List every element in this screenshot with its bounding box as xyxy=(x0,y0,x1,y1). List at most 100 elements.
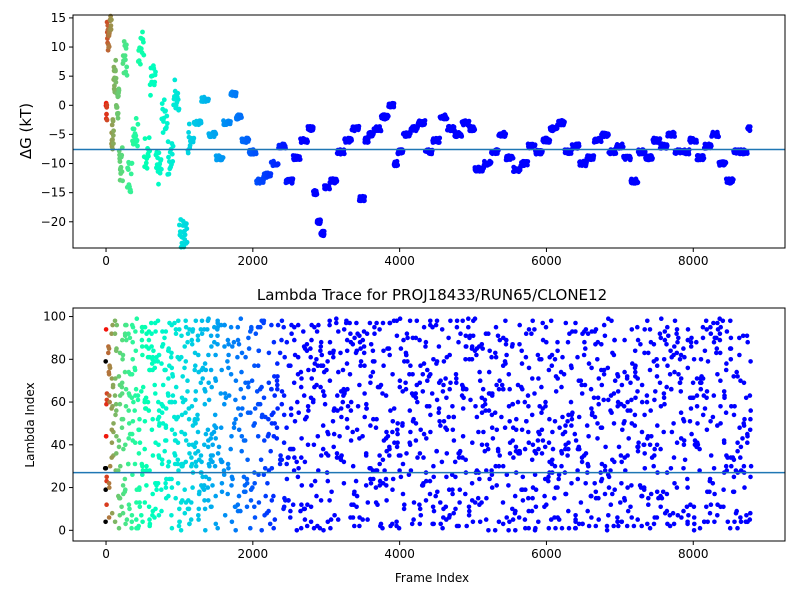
lambda-point xyxy=(380,391,385,396)
lambda-point xyxy=(246,335,251,341)
lambda-point xyxy=(182,344,187,349)
lambda-point xyxy=(129,372,135,377)
lambda-point xyxy=(675,339,680,345)
delta-g-point xyxy=(138,46,144,52)
lambda-point xyxy=(489,485,495,490)
lambda-point xyxy=(454,376,459,381)
lambda-point xyxy=(344,361,350,366)
lambda-point xyxy=(365,517,370,522)
lambda-point xyxy=(681,346,686,351)
lambda-point xyxy=(540,438,546,443)
lambda-point xyxy=(156,513,162,518)
lambda-point xyxy=(601,367,607,373)
lambda-point xyxy=(433,493,439,499)
lambda-point xyxy=(257,401,263,407)
lambda-point xyxy=(537,431,542,437)
lambda-point xyxy=(522,399,528,405)
lambda-point xyxy=(309,483,314,488)
lambda-point xyxy=(177,506,182,512)
lambda-point xyxy=(374,320,379,326)
lambda-point xyxy=(318,498,324,503)
delta-g-point xyxy=(321,228,327,234)
lambda-x-tick-label: 8000 xyxy=(678,547,709,561)
lambda-point xyxy=(438,378,443,384)
lambda-point xyxy=(649,434,654,439)
lambda-point xyxy=(371,416,376,422)
lambda-point xyxy=(647,367,653,373)
lambda-point xyxy=(504,337,509,343)
lambda-point xyxy=(512,493,518,499)
lambda-point xyxy=(400,461,406,467)
lambda-point xyxy=(573,320,578,326)
lambda-point xyxy=(428,318,433,324)
delta-g-point xyxy=(109,122,115,128)
delta-g-point xyxy=(510,155,516,161)
delta-g-point xyxy=(114,105,120,110)
lambda-point xyxy=(199,459,204,465)
lambda-point xyxy=(364,401,369,407)
lambda-point xyxy=(421,324,427,330)
lambda-point xyxy=(344,348,350,354)
lambda-point xyxy=(140,519,145,525)
lambda-point xyxy=(113,412,118,418)
lambda-point xyxy=(134,500,139,505)
lambda-point xyxy=(275,374,280,379)
lambda-point xyxy=(682,354,687,360)
lambda-point xyxy=(404,352,409,358)
lambda-point xyxy=(117,401,123,407)
lambda-point xyxy=(298,508,303,514)
delta-g-y-tick-label: −10 xyxy=(41,157,66,171)
lambda-point xyxy=(443,376,448,381)
lambda-point xyxy=(304,348,310,354)
lambda-point xyxy=(104,401,109,407)
lambda-point xyxy=(305,442,311,448)
lambda-point xyxy=(420,372,426,377)
lambda-point xyxy=(500,500,506,505)
lambda-point xyxy=(144,483,149,488)
lambda-point xyxy=(277,350,283,356)
delta-g-point xyxy=(177,222,182,228)
lambda-point xyxy=(383,436,389,441)
lambda-point xyxy=(119,504,124,510)
lambda-point xyxy=(560,414,565,420)
lambda-point xyxy=(611,352,617,358)
lambda-point xyxy=(748,510,753,516)
lambda-point xyxy=(605,365,611,371)
lambda-point xyxy=(149,344,154,349)
lambda-point xyxy=(279,389,285,394)
lambda-point xyxy=(110,404,115,409)
lambda-point xyxy=(474,414,480,420)
delta-g-point xyxy=(186,130,192,135)
lambda-point xyxy=(652,397,657,403)
lambda-point xyxy=(288,363,293,369)
lambda-point xyxy=(606,474,612,480)
lambda-point xyxy=(112,519,118,525)
lambda-point xyxy=(532,391,537,396)
lambda-point xyxy=(126,408,131,413)
lambda-point xyxy=(599,476,605,482)
lambda-point xyxy=(315,363,321,369)
lambda-point xyxy=(139,513,144,518)
lambda-point xyxy=(681,419,687,424)
lambda-point xyxy=(147,468,152,473)
lambda-point xyxy=(411,416,416,422)
lambda-point xyxy=(195,429,201,435)
delta-g-point xyxy=(206,96,211,102)
lambda-point xyxy=(222,401,227,407)
lambda-point xyxy=(325,478,331,484)
lambda-point xyxy=(662,401,667,407)
lambda-point xyxy=(731,474,737,480)
lambda-point xyxy=(408,468,414,473)
lambda-point xyxy=(635,517,640,522)
lambda-point xyxy=(383,476,389,482)
lambda-point xyxy=(441,419,447,424)
lambda-point xyxy=(240,406,245,411)
lambda-point xyxy=(636,444,641,450)
lambda-point xyxy=(182,487,187,493)
lambda-point xyxy=(512,510,518,516)
lambda-point xyxy=(566,412,571,418)
lambda-point xyxy=(339,414,344,420)
lambda-point xyxy=(573,519,578,525)
lambda-point xyxy=(195,337,201,343)
